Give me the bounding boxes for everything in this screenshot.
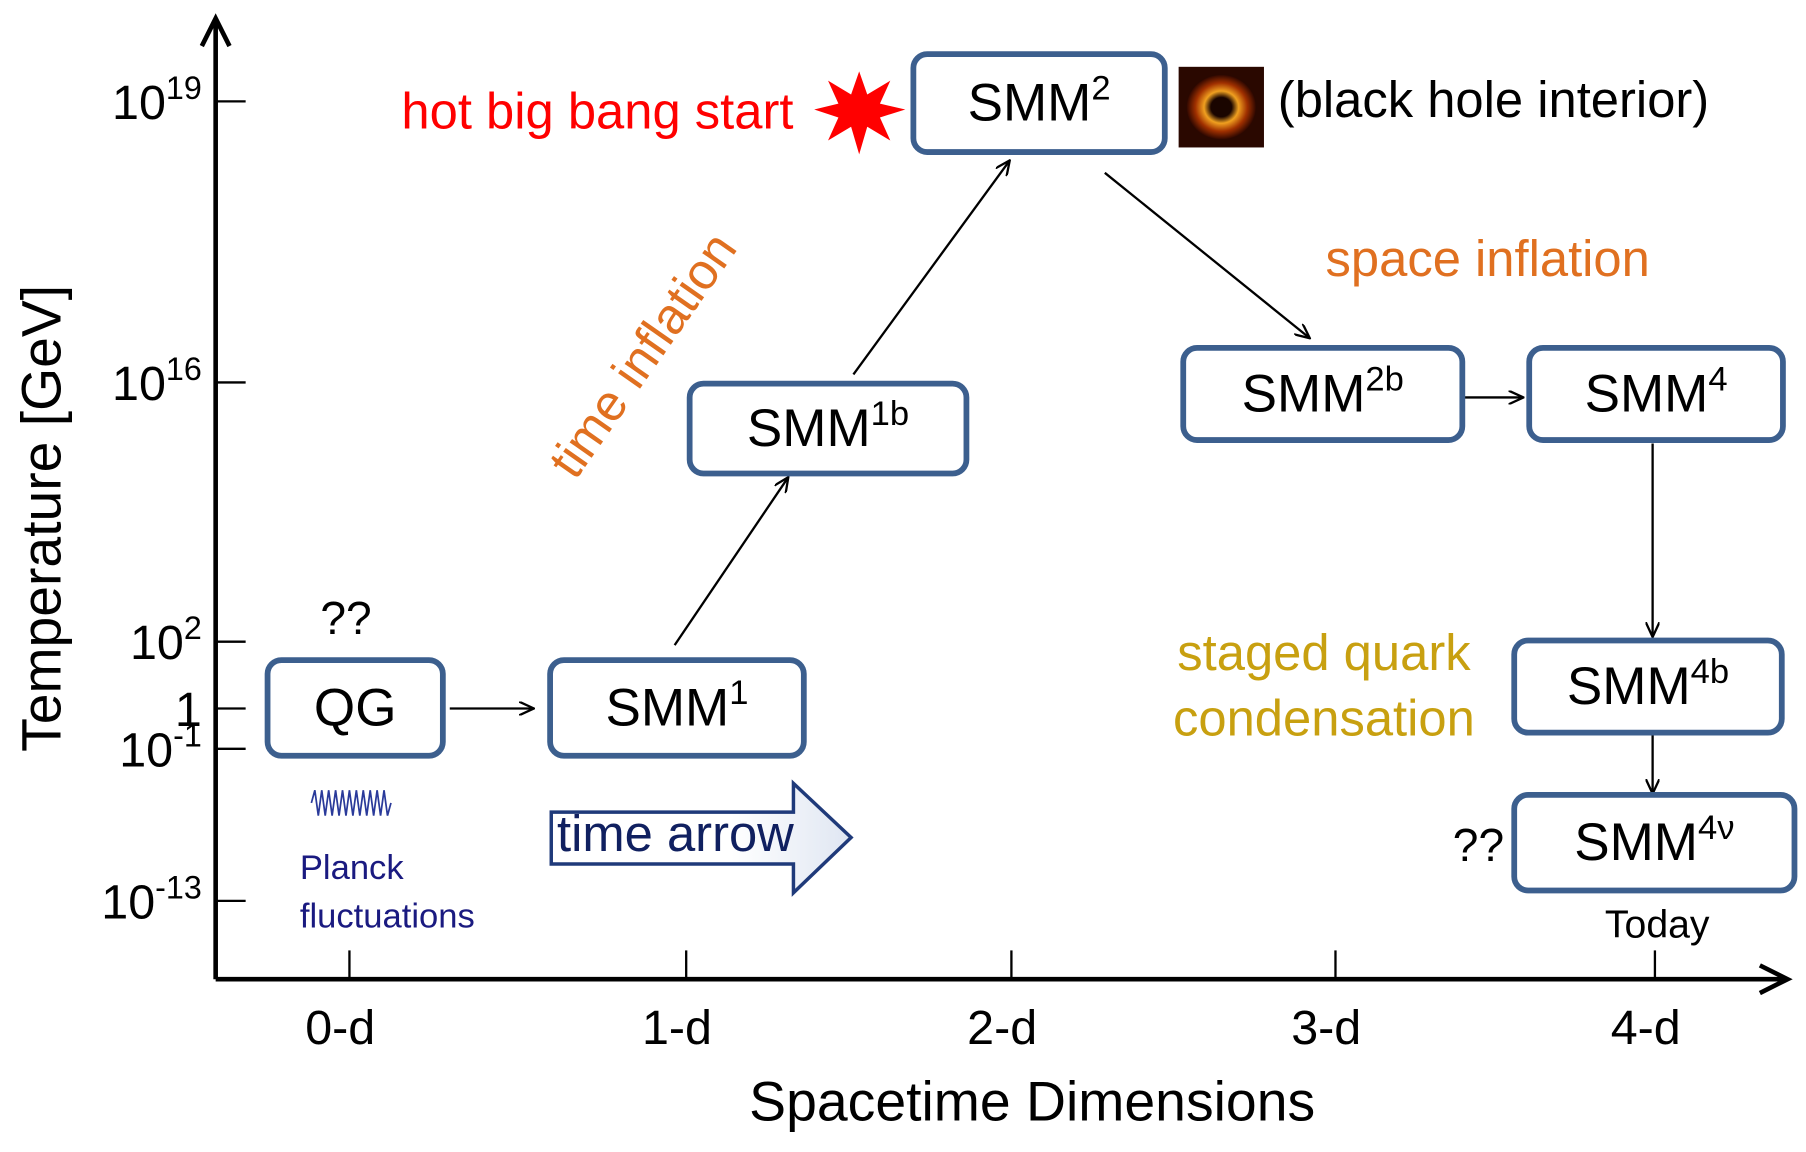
node-label: SMM4b [1567, 653, 1729, 716]
node-label: SMM2 [968, 70, 1111, 133]
quark-label: staged quark [1177, 624, 1471, 681]
question-label: ?? [320, 592, 371, 644]
explosion-icon [814, 71, 906, 155]
node-box [1180, 345, 1466, 443]
x-tick-label: 2-d [967, 1001, 1037, 1055]
y-tick-label: 1 [175, 683, 202, 737]
planck-wave [310, 790, 392, 816]
planck-label: Planck [300, 849, 405, 887]
y-tick-label: 1019 [112, 69, 202, 129]
arrows [449, 161, 1653, 792]
today-label: Today [1605, 904, 1710, 947]
node-box [1511, 792, 1798, 894]
y-tick-label: 102 [130, 610, 202, 670]
node-label: SMM4 [1585, 360, 1728, 423]
node-box [910, 51, 1168, 155]
black-hole-ring [1186, 74, 1256, 140]
node-label: SMM1b [747, 395, 909, 458]
node-box [547, 657, 807, 759]
node-label: SMM2b [1242, 360, 1404, 423]
y-axis [199, 13, 232, 980]
quark-label: condensation [1173, 690, 1475, 747]
y-tick-label: 1016 [112, 350, 202, 410]
question-label: ?? [1453, 819, 1504, 871]
node-box [686, 380, 970, 477]
node-box [1511, 637, 1785, 736]
big-bang-label: hot big bang start [401, 83, 793, 140]
x-tick-label: 4-d [1611, 1001, 1681, 1055]
node-box [1526, 345, 1786, 443]
planck-label: fluctuations [300, 897, 475, 935]
x-tick-label: 0-d [305, 1001, 375, 1055]
time-arrow-shape [549, 779, 854, 897]
y-axis-title: Temperature [GeV] [11, 285, 73, 752]
y-tick-label: 10-13 [101, 869, 202, 929]
node-label: QG [314, 678, 397, 737]
node-label: SMM4ν [1574, 809, 1734, 872]
black-hole-label: (black hole interior) [1278, 71, 1709, 128]
x-axis [215, 963, 1793, 996]
node-box [264, 657, 446, 759]
node-label: SMM1 [605, 674, 748, 737]
time-arrow-label: time arrow [557, 805, 794, 862]
y-tick-label: 10-1 [119, 717, 202, 777]
x-tick-label: 1-d [642, 1001, 712, 1055]
x-axis-title: Spacetime Dimensions [749, 1071, 1315, 1133]
x-tick-label: 3-d [1291, 1001, 1361, 1055]
space-inflation-label: space inflation [1326, 230, 1650, 287]
